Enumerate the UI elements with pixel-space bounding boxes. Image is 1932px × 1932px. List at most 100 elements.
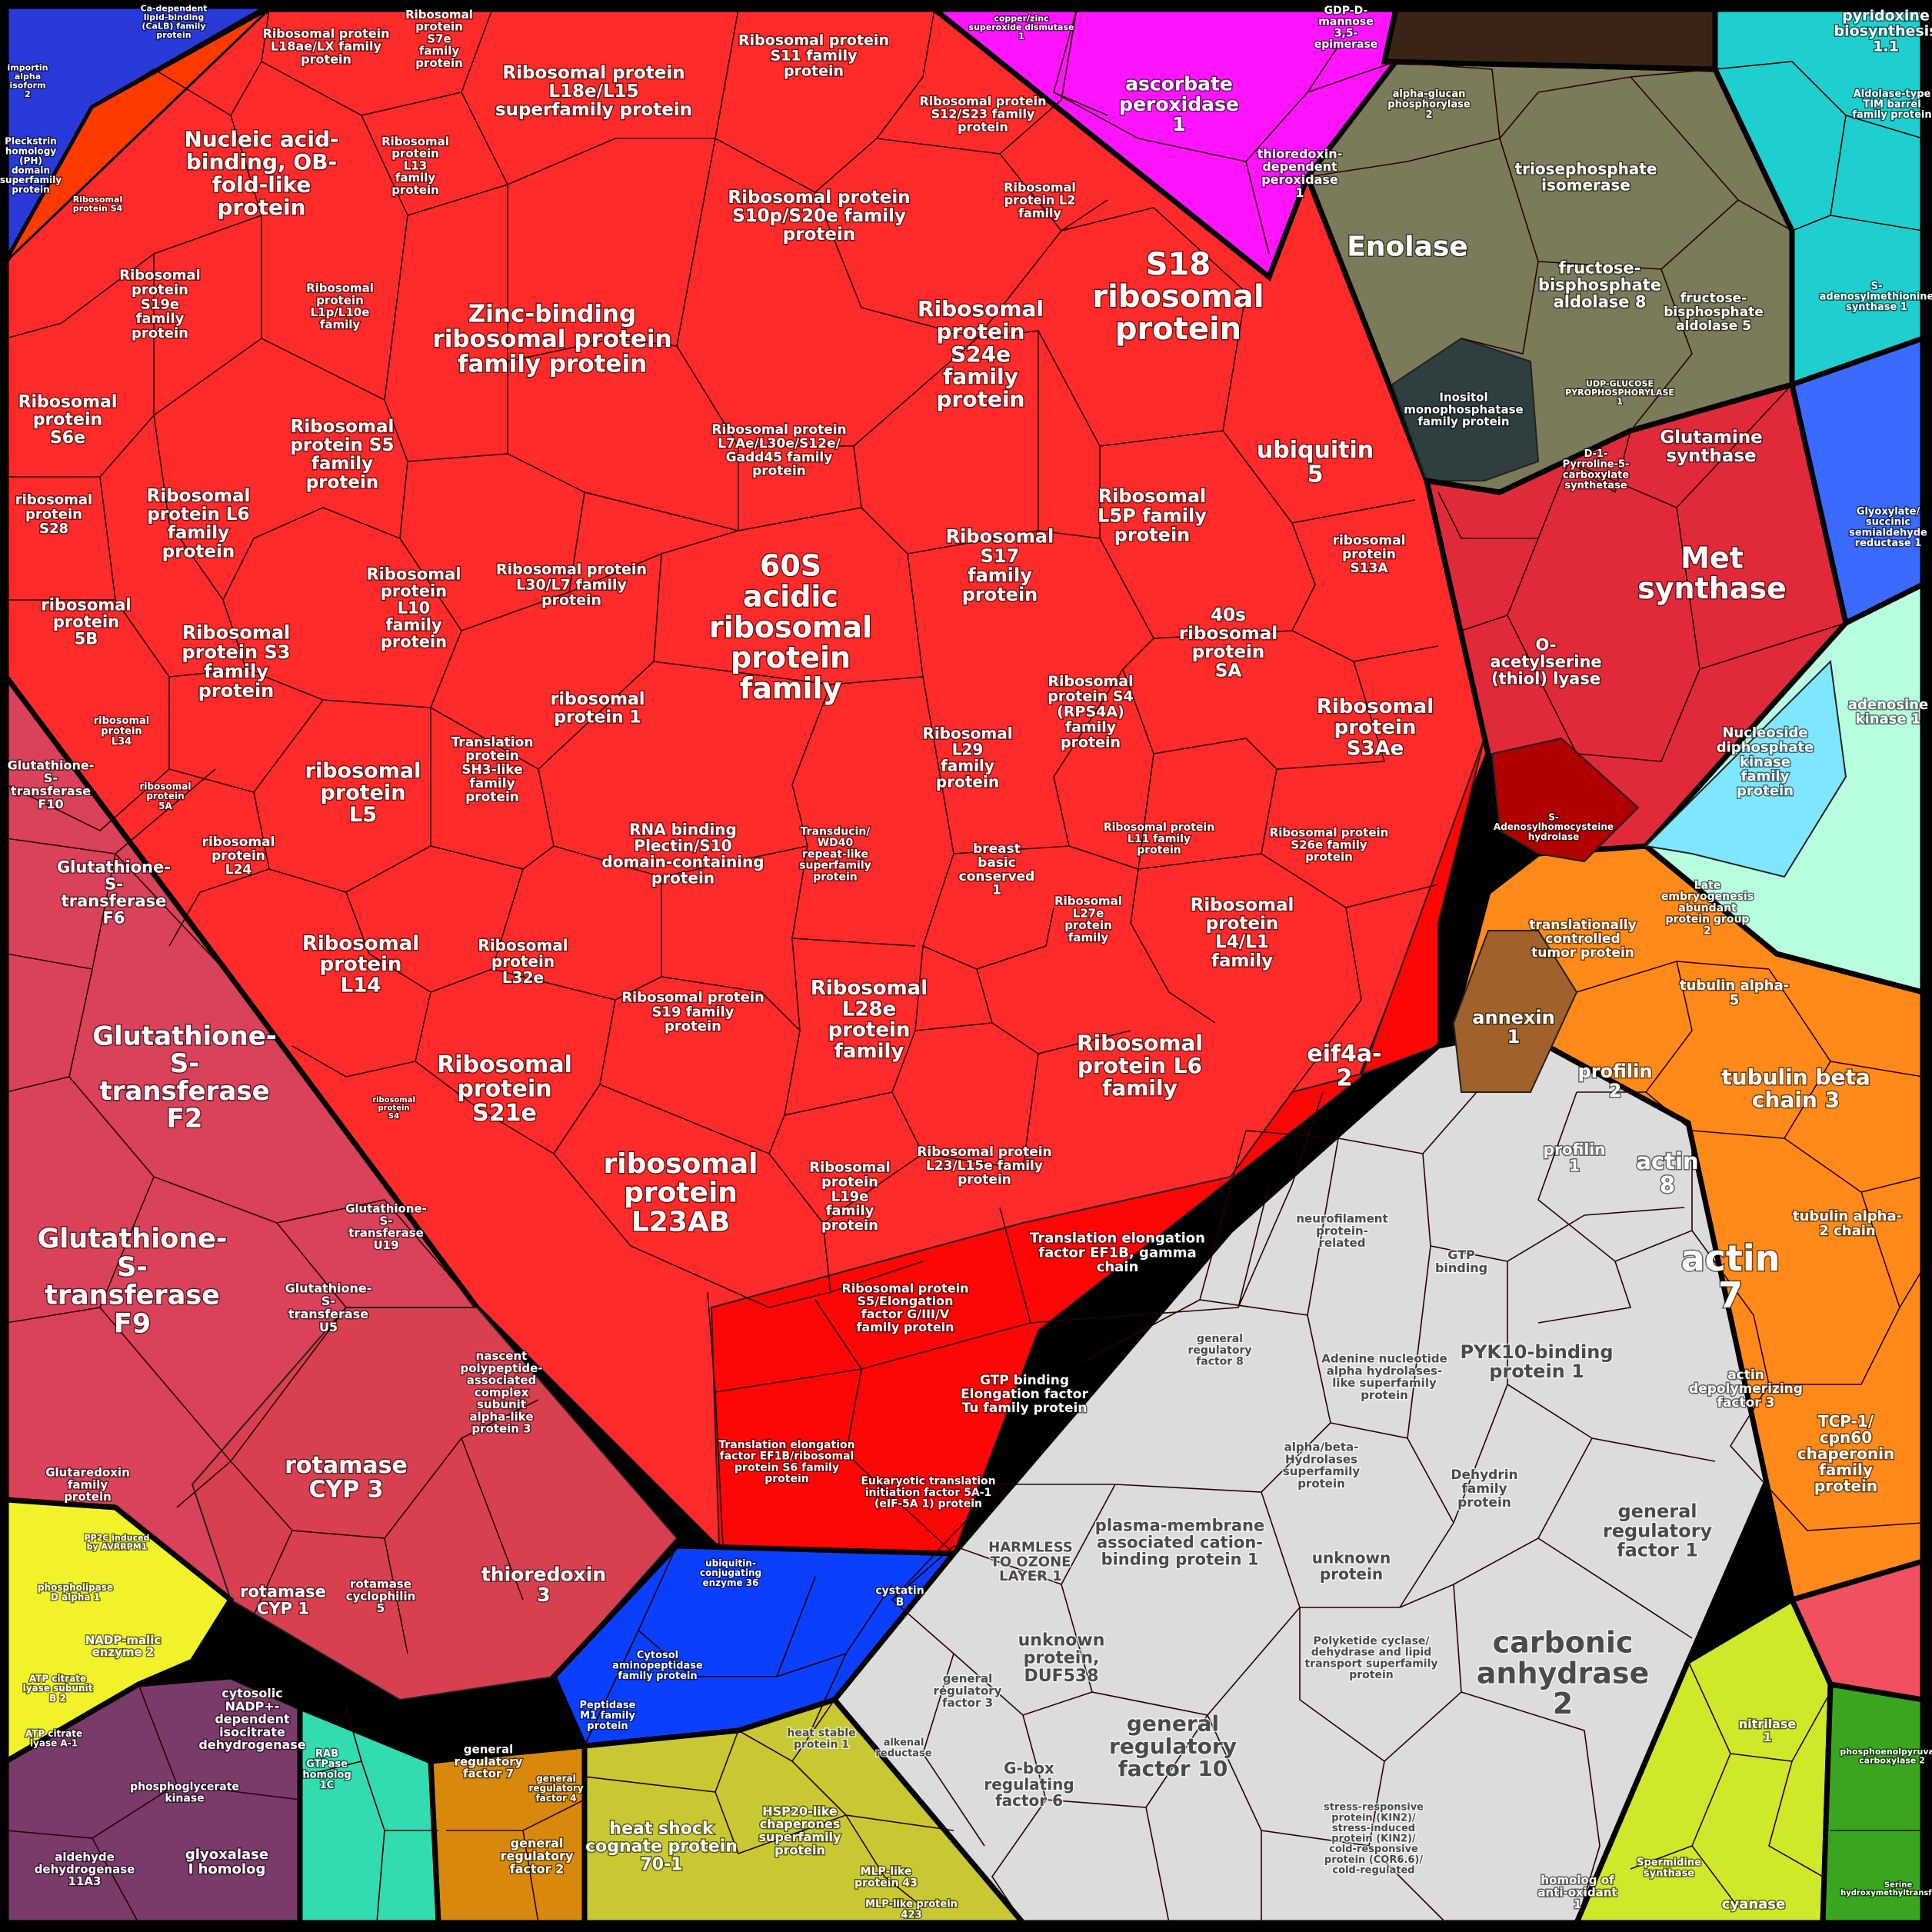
- cell-label-sam: S-adenosylmethionine synthase 1: [1820, 281, 1932, 313]
- cell-label-pepcarb: phosphoenolpyruvatecarboxylase 2: [1840, 1747, 1932, 1766]
- cell-label-line: homology: [5, 145, 56, 156]
- cell-label-gst-f2: Glutathione-S-transferase F2: [92, 1021, 277, 1134]
- cell-border: [538, 661, 662, 878]
- cell-label-line: cytosolic: [222, 1686, 283, 1700]
- cell-label-line: 7: [1718, 1274, 1743, 1316]
- cell-border: [299, 1760, 438, 1831]
- cell-border: [976, 968, 1131, 1054]
- cell-label-line: protein: [212, 848, 265, 864]
- cell-label-line: protein: [146, 791, 184, 801]
- cell-label-tubb3: tubulin beta chain 3: [1721, 1064, 1870, 1112]
- cell-label-l14: Ribosomal protein L14: [302, 932, 419, 998]
- cell-label-rotcyc5: rotamase cyclophilin 5: [346, 1577, 416, 1616]
- cell-label-line: S26e family: [1291, 838, 1367, 851]
- cell-label-l1p: Ribosomal protein L1p/L10e family: [306, 281, 374, 331]
- cell-label-line: Ribosomal: [306, 281, 374, 295]
- cell-label-line: synthase: [1637, 571, 1787, 605]
- cell-label-l5p: Ribosomal L5P family protein: [1098, 485, 1207, 545]
- cell-label-line: 8: [1660, 1171, 1675, 1198]
- cell-label-line: factor 3: [942, 1696, 993, 1710]
- cell-label-l5: ribosomal protein L5: [305, 759, 421, 827]
- cell-label-ndk: Nucleoside diphosphate kinase family protein: [1717, 725, 1814, 800]
- cell-label-line: transport superfamily: [1304, 1657, 1437, 1670]
- cell-label-line: family: [826, 1203, 874, 1219]
- cell-label-line: (CaLB) family: [142, 22, 205, 32]
- cell-label-line: ribosomal: [41, 595, 131, 614]
- cell-label-line: ribosomal: [1092, 279, 1264, 315]
- cell-label-line: dehydrase and lipid: [1311, 1647, 1431, 1659]
- cell-label-aldolase-tim: Aldolase-type TIM barrel family protein: [1852, 88, 1931, 121]
- cell-label-line: domain-containing: [601, 853, 764, 871]
- cell-border: [1537, 261, 1693, 431]
- cell-label-line: L5: [349, 803, 377, 827]
- cell-label-line: family: [968, 565, 1032, 586]
- cell-border: [68, 1076, 347, 1308]
- cell-label-line: Translation elongation: [1030, 1230, 1205, 1246]
- cell-label-tpi: triosephosphate isomerase: [1515, 160, 1657, 195]
- cell-label-line: S-: [1548, 812, 1559, 823]
- cell-label-s6e: Ribosomal protein S6e: [18, 393, 118, 448]
- cell-label-line: Ribosomal: [809, 1160, 890, 1176]
- cell-label-line: 1: [1507, 1026, 1521, 1048]
- cell-label-line: cyclophilin: [346, 1589, 416, 1603]
- cell-label-line: kinase: [1740, 754, 1790, 770]
- cell-label-nascent: nascent polypeptide-associated complex subu…: [460, 1349, 542, 1436]
- cell-label-line: Nucleic acid-: [184, 127, 338, 152]
- cell-label-line: Inositol: [1439, 391, 1487, 405]
- cell-label-line: S7e: [427, 32, 451, 45]
- cell-label-line: carboxylase 2: [1859, 1756, 1925, 1766]
- cell-label-line: dependent: [215, 1712, 290, 1727]
- cell-border: [584, 1776, 716, 1793]
- cell-label-line: family: [68, 1477, 108, 1491]
- cell-label-line: Gadd45 family: [726, 450, 833, 465]
- cell-label-atpcit2: ATP citrate lyase subunit B 2: [23, 1674, 93, 1704]
- cell-label-line: transferase: [348, 1226, 424, 1240]
- cell-label-line: Ribosomal: [946, 526, 1054, 548]
- cell-label-line: 11A3: [68, 1874, 102, 1888]
- cell-label-met: Met synthase: [1637, 541, 1787, 605]
- cell-label-line: protein: [731, 641, 851, 675]
- cell-label-line: superfamily: [799, 860, 871, 872]
- cell-label-line: L23AB: [631, 1206, 730, 1237]
- region-sah: [1491, 737, 1640, 863]
- cell-label-line: L1p/L10e: [311, 305, 370, 319]
- cell-label-line: L23/L15e family: [926, 1158, 1043, 1174]
- cell-label-line: alpha/beta-: [1284, 1441, 1359, 1454]
- cell-label-sah: S-Adenosylhomocysteine hydrolase: [1494, 812, 1614, 842]
- cell-label-pyrroline: D-1-Pyrroline-5-carboxylate synthetase: [1563, 448, 1630, 491]
- cell-label-line: alpha hydrolases-: [1327, 1364, 1442, 1377]
- cell-label-line: Ribosomal protein: [738, 32, 889, 49]
- cell-label-pgk: phosphoglycerate kinase: [130, 1781, 239, 1805]
- cell-border: [261, 8, 493, 116]
- cell-label-line: protein S3: [182, 641, 291, 663]
- cell-label-adenosine: adenosine kinase 1: [1848, 697, 1928, 728]
- cell-label-line: dependent: [1262, 159, 1337, 174]
- cell-border: [1199, 1130, 1339, 1301]
- cell-border: [507, 185, 585, 593]
- cell-label-line: ribosomal: [1333, 533, 1406, 548]
- cell-label-line: protein: [1349, 1669, 1394, 1681]
- cell-label-line: protein: [391, 147, 439, 161]
- cell-label-line: binding: [1435, 1261, 1487, 1275]
- cell-label-line: domain: [12, 165, 50, 176]
- cell-label-line: protein: [1206, 914, 1278, 934]
- cell-label-line: Ribosomal: [437, 1051, 572, 1078]
- cell-label-line: factor G/III/V: [861, 1307, 950, 1321]
- cell-label-line: protein: [1137, 844, 1181, 857]
- cell-label-line: transferase: [288, 1307, 368, 1321]
- cell-label-oas: O-acetylserine (thiol) lyase: [1490, 635, 1601, 688]
- cell-label-line: Glutathione-: [38, 1224, 228, 1254]
- cell-label-line: L18ae/LX family: [271, 39, 381, 54]
- cell-label-enolase: Enolase: [1347, 232, 1467, 263]
- cell-border: [1630, 1661, 1731, 1870]
- cell-label-line: ubiquitin-: [705, 1558, 756, 1569]
- cell-label-line: protein 3: [471, 1422, 531, 1436]
- cell-border: [891, 1545, 1093, 1716]
- cell-label-line: 2: [1337, 1064, 1353, 1091]
- cell-label-line: general: [1617, 1501, 1697, 1522]
- cell-label-line: plasma-membrane: [1095, 1516, 1264, 1534]
- cell-label-line: family: [1211, 951, 1273, 971]
- cell-label-l4: Ribosomal protein L4/L1 family: [1191, 895, 1294, 971]
- cell-label-line: stress-induced: [1332, 1823, 1415, 1834]
